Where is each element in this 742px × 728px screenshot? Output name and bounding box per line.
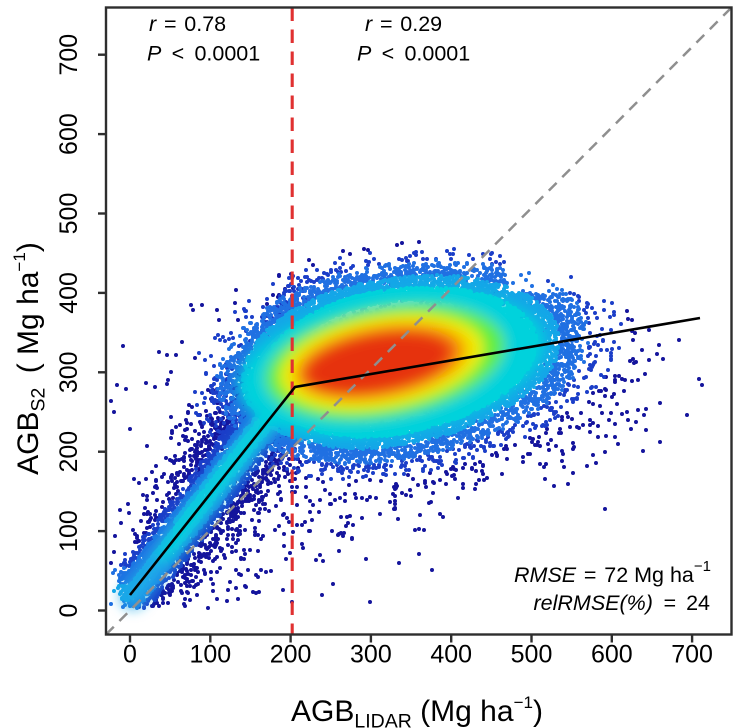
svg-text:AGBS2 ( Mg ha−1): AGBS2 ( Mg ha−1) (10, 242, 50, 475)
svg-text:200: 200 (270, 641, 312, 669)
svg-text:500: 500 (55, 193, 83, 235)
svg-text:400: 400 (430, 641, 472, 669)
svg-text:500: 500 (511, 641, 553, 669)
svg-text:400: 400 (55, 272, 83, 314)
svg-text:r = 0.29: r = 0.29 (365, 12, 442, 36)
svg-text:relRMSE(%) = 24: relRMSE(%) = 24 (534, 591, 711, 615)
svg-text:300: 300 (55, 351, 83, 393)
svg-text:P < 0.0001: P < 0.0001 (357, 42, 470, 66)
svg-text:AGBLIDAR (Mg ha−1): AGBLIDAR (Mg ha−1) (291, 693, 543, 728)
svg-text:300: 300 (350, 641, 392, 669)
svg-text:RMSE = 72 Mg ha−1: RMSE = 72 Mg ha−1 (514, 558, 711, 587)
svg-text:100: 100 (189, 641, 231, 669)
svg-text:100: 100 (55, 510, 83, 552)
svg-text:600: 600 (591, 641, 633, 669)
svg-text:600: 600 (55, 113, 83, 155)
svg-text:P < 0.0001: P < 0.0001 (147, 42, 260, 66)
svg-text:r = 0.78: r = 0.78 (149, 12, 226, 36)
svg-text:700: 700 (671, 641, 713, 669)
svg-text:700: 700 (55, 34, 83, 76)
svg-text:0: 0 (123, 641, 137, 669)
svg-text:0: 0 (55, 604, 83, 618)
svg-text:200: 200 (55, 431, 83, 473)
